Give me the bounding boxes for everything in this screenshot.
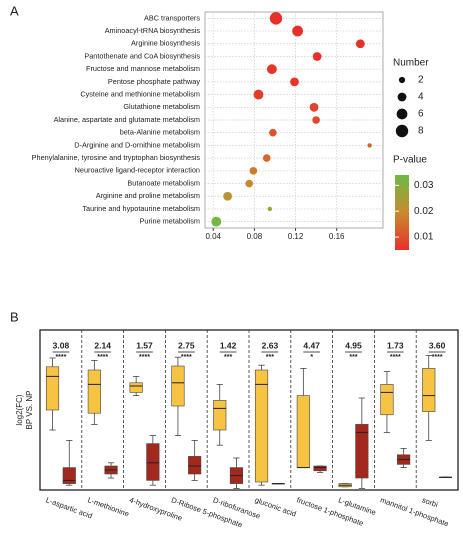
significance-stars: *: [310, 354, 313, 361]
box: [129, 382, 143, 393]
dot: [245, 179, 254, 188]
box: [171, 365, 185, 407]
fold-change-label: 1.73: [387, 340, 404, 350]
size-legend-title: Number: [393, 58, 429, 69]
x-tick-label: L-methionine: [86, 495, 130, 518]
significance-stars: ***: [266, 354, 274, 361]
fold-change-label: 1.42: [220, 340, 237, 350]
size-legend-label: 6: [418, 109, 424, 120]
dot: [211, 216, 222, 227]
fold-change-label: 2.14: [94, 340, 111, 350]
dot: [367, 143, 372, 148]
x-tick-label: 0.16: [329, 232, 345, 241]
box: [87, 369, 101, 414]
box: [254, 369, 269, 483]
dot: [262, 154, 271, 162]
size-legend-label: 8: [418, 126, 424, 137]
y-tick-label: Arginine and proline metabolism: [96, 191, 200, 200]
size-legend-dot: [397, 92, 407, 102]
significance-stars: ****: [97, 354, 108, 361]
y-tick-label: Aminoacyl-tRNA biosynthesis: [105, 26, 201, 35]
size-legend-label: 2: [418, 75, 424, 86]
colorbar-label: 0.02: [414, 206, 434, 217]
y-tick-label: Pantothenate and CoA biosynthesis: [84, 51, 200, 60]
x-tick-label: 0.08: [247, 232, 263, 241]
significance-stars: ***: [224, 354, 232, 361]
fold-change-label: 3.60: [429, 340, 446, 350]
size-legend-label: 4: [418, 92, 424, 103]
dot: [249, 167, 258, 175]
dot: [267, 206, 273, 212]
fold-change-label: 3.08: [53, 340, 70, 350]
y-tick-label: Phenylalanine, tyrosine and tryptophan b…: [32, 153, 201, 162]
dot: [290, 77, 299, 87]
significance-stars: ****: [432, 354, 443, 361]
box: [188, 456, 202, 475]
dot: [309, 102, 319, 112]
y-tick-label: Butanoate metabolism: [127, 178, 200, 187]
x-tick-label: L-aspartic acid: [45, 495, 94, 520]
significance-stars: ****: [181, 354, 192, 361]
y-axis-label: log2(FC): [15, 394, 24, 425]
color-legend-title: P-value: [393, 155, 427, 166]
size-legend-dot: [395, 124, 409, 138]
box: [355, 424, 369, 479]
x-tick-label: D-Ribose 5-phosphate: [170, 495, 244, 529]
box: [313, 465, 327, 472]
x-tick-label: sorbi: [421, 495, 440, 509]
box: [213, 400, 227, 431]
y-tick-label: Arginine biosynthesis: [131, 39, 200, 48]
y-tick-label: ABC transporters: [144, 13, 200, 22]
box: [45, 366, 60, 411]
significance-stars: ****: [390, 354, 401, 361]
y-tick-label: Cysteine and methionine metabolism: [80, 90, 200, 99]
y-tick-label: Pentose phosphate pathway: [108, 77, 200, 86]
fold-change-label: 1.57: [136, 340, 153, 350]
colorbar-label: 0.01: [414, 232, 434, 243]
size-legend-dot: [396, 108, 408, 120]
y-tick-label: Glutathione metabolism: [123, 102, 200, 111]
fold-change-label: 2.75: [178, 340, 195, 350]
box: [146, 443, 160, 481]
dot: [312, 52, 322, 61]
y-axis-label: BP VS. NP: [25, 391, 34, 430]
panel-label: A: [10, 3, 19, 18]
dot: [269, 128, 277, 137]
dot: [223, 191, 233, 201]
dot: [292, 25, 303, 37]
box: [296, 395, 310, 468]
fold-change-label: 2.63: [262, 340, 279, 350]
y-tick-label: beta-Alanine metabolism: [120, 128, 200, 137]
x-tick-label: 0.12: [288, 232, 304, 241]
significance-stars: ****: [139, 354, 150, 361]
x-tick-label: 0.04: [205, 232, 221, 241]
box: [380, 384, 394, 416]
dot: [253, 89, 264, 100]
size-legend-dot: [398, 76, 406, 84]
significance-stars: ***: [349, 354, 357, 361]
dot: [355, 39, 365, 49]
y-tick-label: Neuroactive ligand-receptor interaction: [75, 166, 200, 175]
dot: [269, 12, 283, 25]
dot: [312, 116, 320, 124]
fold-change-label: 4.47: [303, 340, 320, 350]
y-tick-label: Fructose and mannose metabolism: [86, 64, 200, 73]
y-tick-label: Alanine, aspartate and glutamate metabol…: [54, 115, 200, 124]
y-tick-label: Taurine and hypotaurine metabolism: [82, 204, 200, 213]
box: [422, 368, 436, 412]
colorbar: [395, 175, 409, 250]
y-tick-label: D-Arginine and D-ornithine metabolism: [74, 140, 200, 149]
dot: [266, 64, 277, 75]
colorbar-label: 0.03: [414, 180, 434, 191]
fold-change-label: 4.95: [345, 340, 362, 350]
significance-stars: ****: [55, 354, 66, 361]
box: [62, 467, 76, 484]
panel-label: B: [10, 309, 19, 324]
y-tick-label: Purine metabolism: [140, 217, 200, 226]
